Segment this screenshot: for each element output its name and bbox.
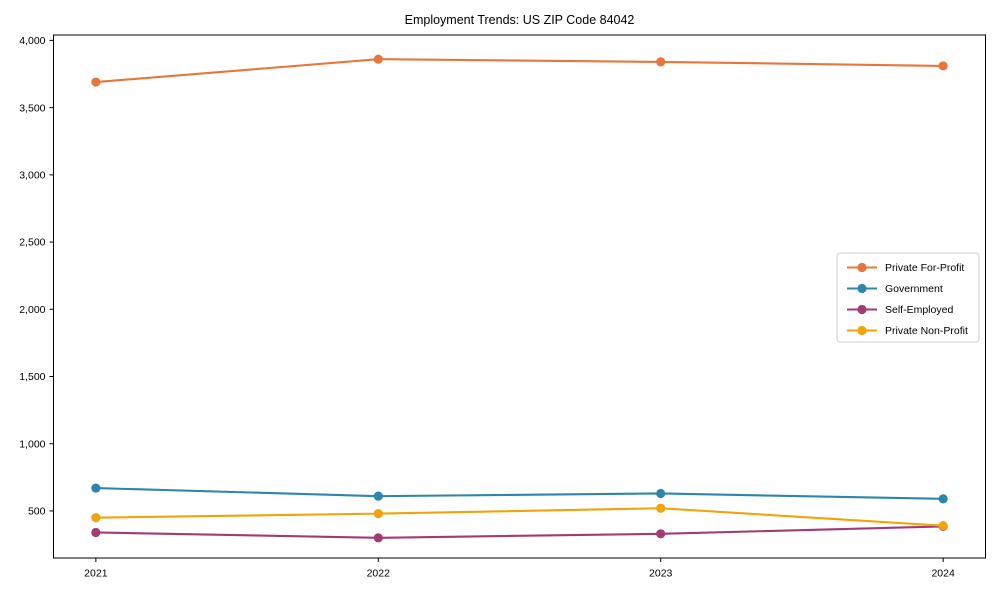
x-axis-tick-label: 2023 — [649, 568, 673, 580]
legend-marker-dot-private-for-profit — [857, 262, 867, 273]
series-line-government — [94, 487, 945, 500]
plot-frame — [53, 34, 986, 559]
data-point-marker-private-non-profit — [373, 509, 383, 519]
legend-marker-dot-government — [857, 283, 867, 294]
data-point-marker-private-for-profit — [656, 57, 666, 67]
data-point-marker-self-employed — [656, 529, 666, 539]
data-point-marker-private-for-profit — [938, 61, 948, 71]
legend-marker-dot-self-employed — [857, 304, 867, 315]
chart-title: Employment Trends: US ZIP Code 84042 — [404, 13, 635, 27]
legend-box — [836, 252, 980, 343]
series-line-private-non-profit — [94, 507, 945, 527]
y-axis-tick-label: 4,000 — [19, 35, 45, 47]
y-axis-tick-label: 1,500 — [19, 371, 45, 383]
data-point-marker-government — [656, 488, 666, 499]
x-axis-tick-label: 2022 — [367, 568, 391, 580]
data-point-marker-private-non-profit — [938, 521, 948, 531]
legend-marker-dot-private-non-profit — [857, 325, 867, 336]
legend-label-private-non-profit: Private Non-Profit — [885, 325, 968, 337]
series-line-self-employed — [94, 525, 945, 539]
data-point-marker-self-employed — [373, 533, 383, 543]
series-line-private-for-profit — [94, 58, 945, 84]
data-point-marker-government — [91, 483, 101, 493]
data-point-marker-private-non-profit — [91, 513, 101, 523]
y-axis-tick-label: 2,500 — [19, 237, 45, 249]
y-axis-tick-label: 3,500 — [19, 102, 45, 114]
y-axis-tick-label: 500 — [28, 506, 46, 518]
x-axis-tick-label: 2024 — [931, 568, 955, 580]
data-point-marker-private-non-profit — [656, 503, 666, 513]
y-axis-tick-label: 1,000 — [19, 438, 45, 450]
data-point-marker-private-for-profit — [91, 77, 101, 87]
y-axis-tick-label: 2,000 — [19, 304, 45, 316]
data-point-marker-government — [938, 494, 948, 504]
x-axis-tick-label: 2021 — [84, 568, 108, 580]
data-point-marker-private-for-profit — [373, 54, 383, 64]
data-point-marker-government — [373, 491, 383, 501]
legend-label-government: Government — [885, 283, 943, 295]
y-axis-tick-label: 3,000 — [19, 170, 45, 182]
legend-label-private-for-profit: Private For-Profit — [885, 262, 964, 274]
legend-label-self-employed: Self-Employed — [885, 304, 953, 316]
data-point-marker-self-employed — [91, 527, 101, 538]
